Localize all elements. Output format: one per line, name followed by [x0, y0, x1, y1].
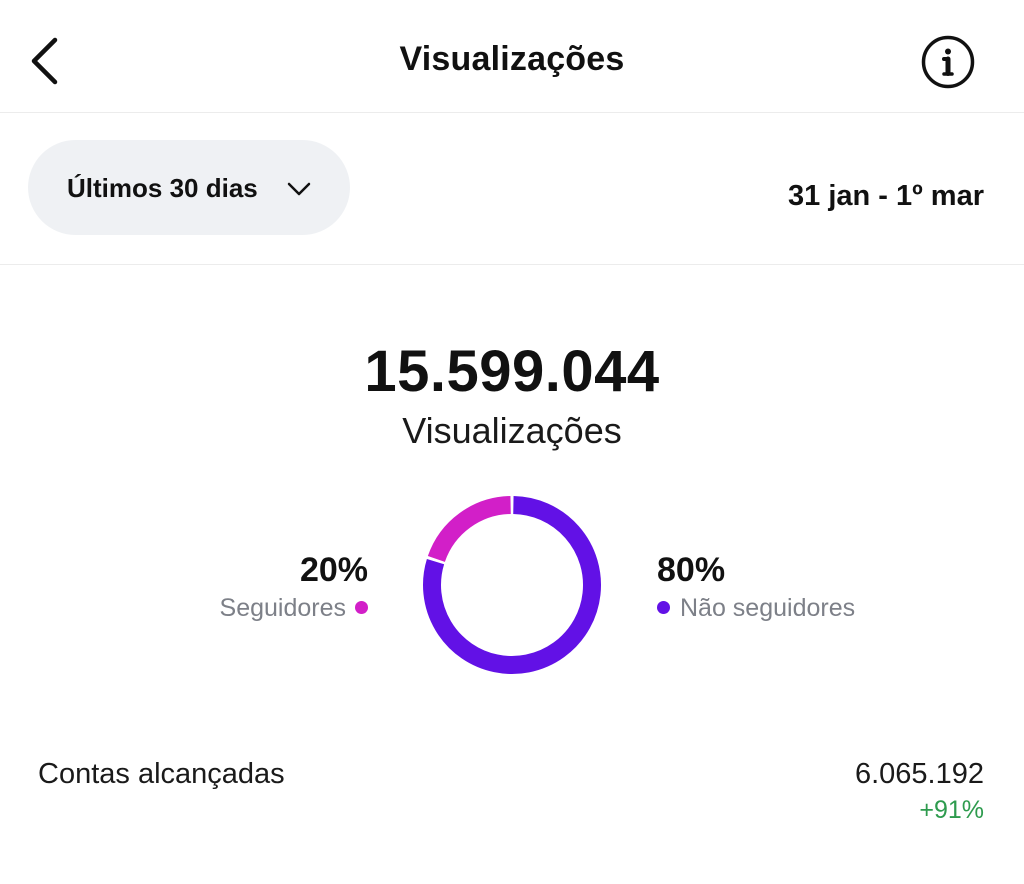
- back-button[interactable]: [22, 32, 72, 90]
- period-dropdown[interactable]: Últimos 30 dias: [28, 140, 350, 235]
- followers-segment: [427, 496, 512, 563]
- followers-percent: 20%: [299, 551, 368, 589]
- chevron-down-icon: [287, 182, 311, 196]
- info-button[interactable]: [918, 32, 978, 92]
- accounts-reached-row[interactable]: Contas alcançadas 6.065.192 +91%: [0, 740, 1024, 840]
- non-followers-label: Não seguidores: [680, 594, 856, 622]
- accounts-reached-label: Contas alcançadas: [38, 758, 285, 790]
- followers-donut-chart: [423, 496, 601, 674]
- date-filter-bar: Últimos 30 dias 31 jan - 1º mar: [0, 113, 1024, 265]
- top-bar: Visualizações: [0, 0, 1024, 113]
- period-label: Últimos 30 dias: [67, 173, 258, 203]
- accounts-reached-change: +91%: [919, 796, 984, 824]
- followers-legend: 20% Seguidores: [220, 550, 368, 626]
- date-range-label: 31 jan - 1º mar: [788, 180, 984, 212]
- non-followers-dot: [657, 600, 670, 614]
- total-views-label: Visualizações: [402, 410, 622, 451]
- page-title: Visualizações: [399, 40, 625, 78]
- total-views-value: 15.599.044: [364, 339, 660, 404]
- accounts-reached-value: 6.065.192: [854, 758, 984, 790]
- chevron-left-icon: [31, 37, 58, 85]
- followers-dot: [355, 600, 368, 614]
- non-followers-legend: 80% Não seguidores: [657, 550, 855, 626]
- non-followers-percent: 80%: [657, 551, 726, 589]
- followers-label: Seguidores: [219, 594, 346, 622]
- info-circle-icon: [921, 35, 975, 89]
- non-followers-segment: [423, 496, 601, 674]
